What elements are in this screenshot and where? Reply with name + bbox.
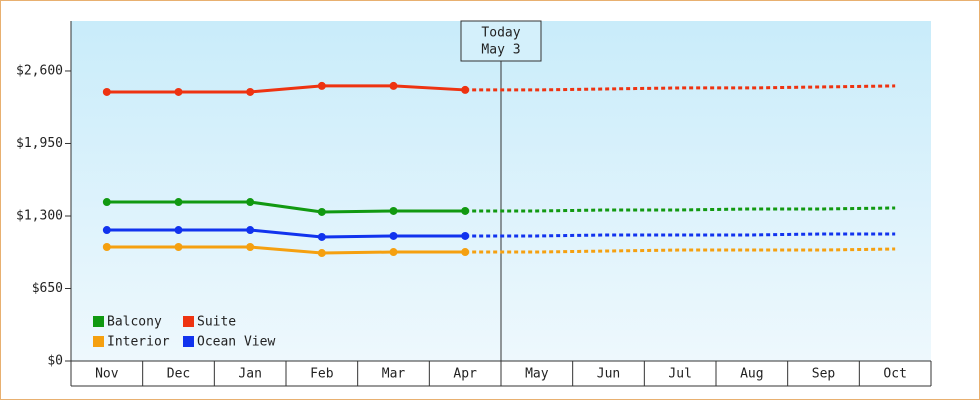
x-tick-label: Dec [167, 367, 190, 382]
point [389, 81, 398, 90]
y-tick-label: $1,950 [16, 136, 63, 151]
series-forecast-line [465, 84, 896, 92]
x-tick-label: Jul [668, 367, 691, 382]
point [317, 81, 326, 90]
point [102, 226, 111, 235]
point [461, 231, 470, 240]
series-forecast-line [465, 247, 896, 254]
legend-label: Balcony [107, 315, 162, 330]
series-forecast-line [465, 232, 896, 238]
legend-swatch [183, 336, 194, 347]
x-tick-label: Mar [382, 367, 406, 382]
x-tick-label: Jan [238, 367, 261, 382]
today-date: May 3 [481, 43, 520, 58]
x-tick-label: Apr [453, 367, 477, 382]
point [389, 231, 398, 240]
y-tick-label: $650 [32, 281, 63, 296]
point [174, 87, 183, 96]
y-tick-label: $1,300 [16, 208, 63, 223]
legend-swatch [93, 316, 104, 327]
point [317, 249, 326, 258]
legend-swatch [93, 336, 104, 347]
point [102, 198, 111, 207]
series-line [106, 200, 466, 214]
point [246, 198, 255, 207]
point [174, 226, 183, 235]
legend-label: Interior [107, 335, 170, 350]
legend-label: Suite [197, 315, 236, 330]
point [102, 87, 111, 96]
y-tick-label: $0 [47, 354, 63, 369]
point [174, 198, 183, 207]
legend-swatch [183, 316, 194, 327]
today-box [460, 20, 542, 62]
point [102, 242, 111, 251]
series-line [106, 245, 466, 255]
point [389, 248, 398, 257]
x-tick-label: Feb [310, 367, 334, 382]
y-tick-label: $2,600 [16, 63, 63, 78]
point [246, 87, 255, 96]
point [317, 207, 326, 216]
x-tick-label: Nov [95, 367, 119, 382]
point [174, 242, 183, 251]
point [246, 242, 255, 251]
x-tick-label: Jun [597, 367, 620, 382]
today-title: Today [481, 26, 520, 41]
point [461, 248, 470, 257]
x-tick-label: Aug [740, 367, 763, 382]
point [317, 232, 326, 241]
series-forecast-line [465, 206, 896, 213]
series-line [106, 228, 466, 239]
x-tick-label: Sep [812, 367, 836, 382]
point [461, 206, 470, 215]
legend-label: Ocean View [197, 335, 275, 350]
point [246, 226, 255, 235]
x-tick-label: May [525, 367, 549, 382]
series-line [106, 84, 466, 94]
point [461, 85, 470, 94]
point [389, 206, 398, 215]
x-tick-label: Oct [883, 367, 906, 382]
